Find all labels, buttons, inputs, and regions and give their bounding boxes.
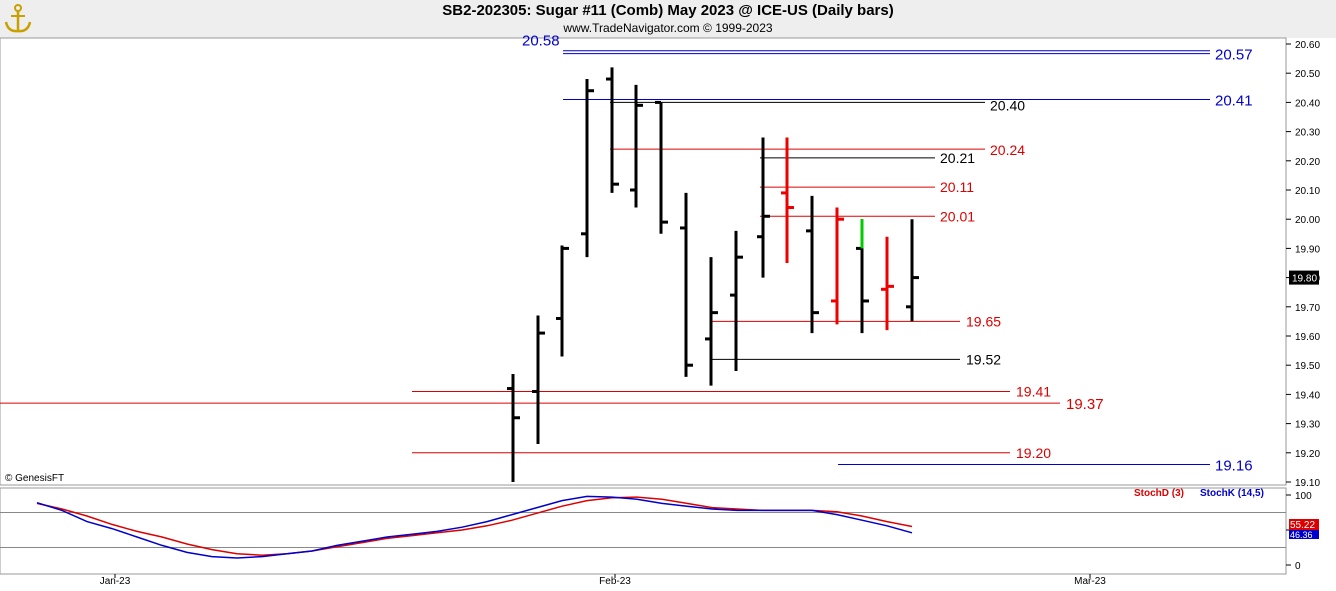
level-label-19-20: 19.20	[1016, 445, 1051, 461]
level-label-20-24: 20.24	[990, 142, 1025, 158]
price-axis: 20.60 20.50 20.40 20.30 20.20 20.10 20.00 19.90…	[1286, 40, 1320, 489]
watermark-label: © GenesisFT	[5, 473, 65, 484]
stoch-panel-border	[0, 487, 1287, 575]
last-price-label: 19.80	[1292, 274, 1317, 285]
stochk-line	[36, 495, 913, 559]
ohlc-bars	[507, 67, 919, 482]
level-label-20-41: 20.41	[1215, 92, 1253, 109]
chart-frame	[0, 37, 1287, 575]
stochk-last-box	[1289, 530, 1319, 539]
price-tick-label: 20.30	[1295, 128, 1320, 139]
price-tick-label: 19.40	[1295, 390, 1320, 401]
price-tick-label: 20.40	[1295, 98, 1320, 109]
stoch-tick-label: 0	[1295, 561, 1301, 572]
stochk-legend: StochK (14,5)	[1200, 488, 1264, 499]
date-label-Feb-23: Feb-23	[599, 576, 631, 587]
level-lines: 20.58 20.57 20.41 20.40 20.24 20.21 20.11 20.01…	[0, 33, 1253, 474]
date-label-Mar-23: Mar-23	[1074, 576, 1106, 587]
price-tick-label: 19.10	[1295, 478, 1320, 489]
stochk-last-label: 46.36	[1290, 530, 1313, 540]
price-tick-label: 19.50	[1295, 361, 1320, 372]
price-tick-label: 19.70	[1295, 303, 1320, 314]
price-tick-label: 19.60	[1295, 332, 1320, 343]
price-tick-label: 19.30	[1295, 420, 1320, 431]
stochd-last-label: 55.22	[1290, 520, 1315, 531]
last-price-box	[1289, 270, 1319, 285]
level-label-19-37: 19.37	[1066, 396, 1104, 413]
price-tick-label: 20.50	[1295, 69, 1320, 80]
level-label-20-21: 20.21	[940, 150, 975, 166]
price-tick-label: 20.10	[1295, 186, 1320, 197]
stoch-tick-label: 100	[1295, 491, 1312, 502]
date-axis: Jan-23 Feb-23 Mar-23	[100, 574, 1106, 587]
price-tick-label: 19.20	[1295, 449, 1320, 460]
chart-title: SB2-202305: Sugar #11 (Comb) May 2023 @ …	[442, 2, 894, 19]
header-band	[0, 0, 1336, 38]
price-tick-label: 19.90	[1295, 244, 1320, 255]
level-label-19-41: 19.41	[1016, 383, 1051, 399]
stochd-legend: StochD (3)	[1134, 488, 1184, 499]
price-tick-label: 20.60	[1295, 40, 1320, 51]
price-tick-label: 20.00	[1295, 215, 1320, 226]
level-label-20-40: 20.40	[990, 97, 1025, 113]
anchor-logo-icon	[4, 4, 32, 33]
level-label-19-65: 19.65	[966, 313, 1001, 329]
date-label-Jan-23: Jan-23	[100, 576, 131, 587]
level-label-19-52: 19.52	[966, 351, 1001, 367]
level-label-20-01: 20.01	[940, 208, 975, 224]
level-label-19-16: 19.16	[1215, 457, 1253, 474]
price-tick-label: 20.20	[1295, 157, 1320, 168]
stochd-last-box	[1289, 519, 1319, 530]
level-label-20-57: 20.57	[1215, 47, 1253, 64]
chart-subtitle: www.TradeNavigator.com © 1999-2023	[563, 21, 773, 35]
price-panel-border	[0, 37, 1287, 486]
level-label-20-58: 20.58	[522, 33, 560, 50]
level-label-20-11: 20.11	[940, 179, 974, 195]
